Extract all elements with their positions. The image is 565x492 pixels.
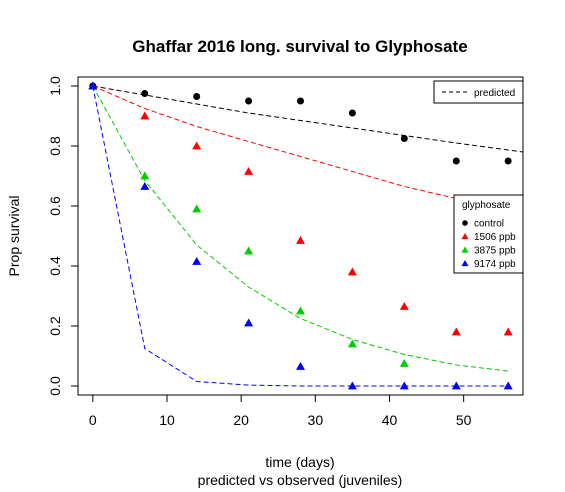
y-tick-label: 1.0 <box>47 76 63 96</box>
x-tick-label: 30 <box>308 412 324 428</box>
data-point <box>451 381 461 390</box>
data-point <box>347 339 357 348</box>
data-point <box>244 318 254 327</box>
y-tick-label: 0.0 <box>47 376 63 396</box>
y-axis-label: Prop survival <box>6 196 22 277</box>
data-point <box>348 109 356 117</box>
x-tick-label: 50 <box>456 412 472 428</box>
data-point <box>296 362 305 370</box>
data-point <box>297 97 304 105</box>
data-point <box>400 135 408 142</box>
y-tick-label: 0.4 <box>47 256 63 276</box>
data-point <box>399 381 409 390</box>
data-point <box>244 246 254 255</box>
data-point <box>140 171 150 180</box>
x-tick-label: 0 <box>89 412 97 428</box>
data-point <box>192 204 202 213</box>
predicted-lines <box>92 85 524 387</box>
predicted-line <box>92 85 509 372</box>
legend-entry-label: control <box>474 219 504 230</box>
legend-marker <box>461 260 469 267</box>
data-point <box>193 93 201 100</box>
legend-title: glyphosate <box>462 200 511 211</box>
predicted-line <box>92 85 509 210</box>
data-point <box>296 236 305 244</box>
x-tick-label: 20 <box>233 412 249 428</box>
data-point <box>140 111 150 120</box>
data-point <box>192 257 202 265</box>
legend-marker <box>462 220 468 226</box>
data-point <box>503 327 513 336</box>
data-point <box>452 157 460 165</box>
x-axis-label: time (days) <box>265 454 334 470</box>
legend-marker <box>461 246 469 253</box>
legend-entry-label: 3875 ppb <box>474 246 516 257</box>
x-axis: 0 10 20 30 40 50 <box>89 395 472 428</box>
observed-points <box>88 81 513 390</box>
data-point <box>88 81 98 90</box>
data-point <box>399 302 409 310</box>
legend-predicted: predicted <box>433 80 524 104</box>
predicted-line <box>92 85 524 153</box>
data-point <box>347 381 357 390</box>
data-point <box>245 97 253 105</box>
data-point <box>244 167 254 175</box>
legend-entry-label: 1506 ppb <box>474 232 516 243</box>
y-tick-label: 0.2 <box>47 316 63 336</box>
data-point <box>347 267 357 276</box>
data-point <box>192 141 202 150</box>
legend-entry-label: 9174 ppb <box>474 259 516 270</box>
x-tick-label: 10 <box>159 412 175 428</box>
data-point <box>451 327 461 336</box>
data-point <box>504 157 512 165</box>
chart-title: Ghaffar 2016 long. survival to Glyphosat… <box>132 37 467 56</box>
data-point <box>141 90 149 97</box>
legend-marker <box>461 233 469 240</box>
data-point <box>296 306 305 315</box>
legend-predicted-box <box>433 80 524 104</box>
x-axis-sublabel: predicted vs observed (juveniles) <box>198 472 403 488</box>
x-tick-label: 40 <box>382 412 398 428</box>
predicted-line <box>92 85 509 387</box>
legend-predicted-label: predicted <box>474 88 515 99</box>
y-tick-label: 0.8 <box>47 136 63 156</box>
data-point <box>399 359 409 367</box>
data-point <box>503 381 513 390</box>
y-axis: 0.0 0.2 0.4 0.6 0.8 1.0 <box>47 76 78 396</box>
data-point <box>140 182 150 190</box>
legend-glyphosate: glyphosate control 1506 ppb 3875 ppb 9174 p… <box>453 194 524 274</box>
y-tick-label: 0.6 <box>47 196 63 216</box>
